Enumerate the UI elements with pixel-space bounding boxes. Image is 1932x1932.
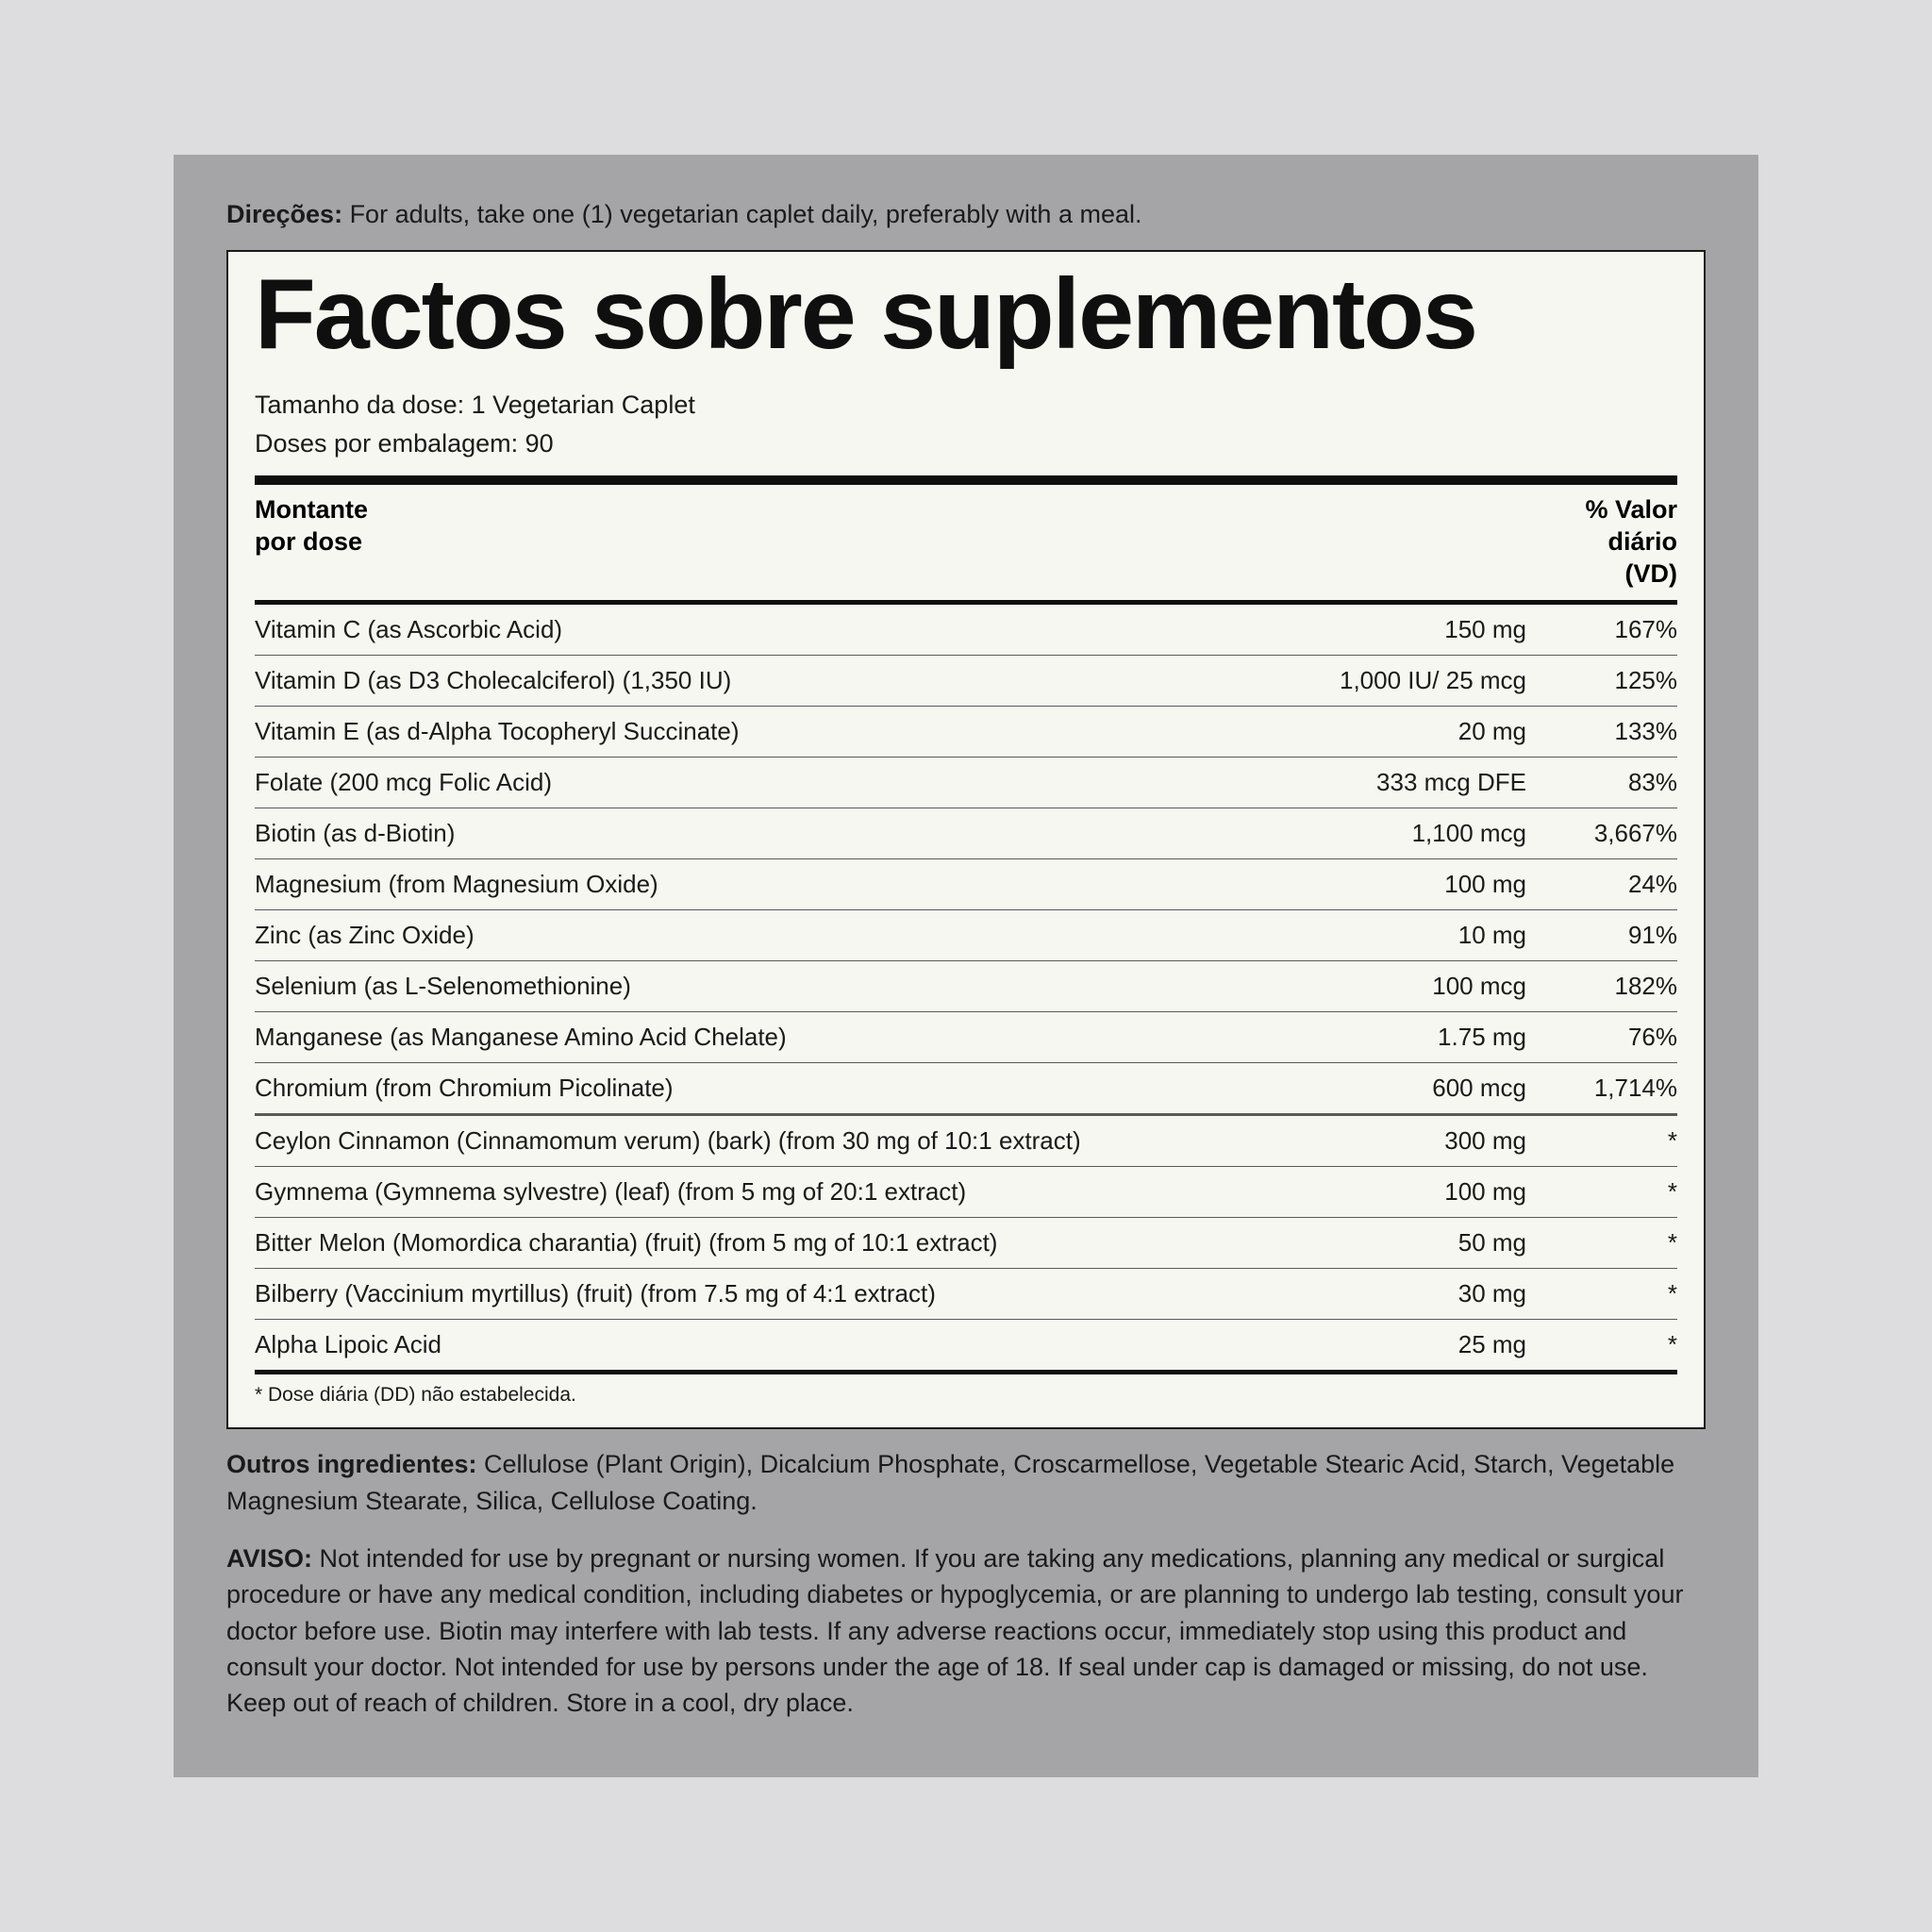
nutrient-name: Selenium (as L-Selenomethionine)	[255, 972, 1262, 1001]
nutrient-row: Ceylon Cinnamon (Cinnamomum verum) (bark…	[255, 1116, 1677, 1166]
nutrient-row: Zinc (as Zinc Oxide)10 mg91%	[255, 910, 1677, 960]
serving-block: Tamanho da dose: 1 Vegetarian Caplet Dos…	[255, 386, 1677, 465]
facts-panel: Factos sobre suplementos Tamanho da dose…	[226, 250, 1706, 1429]
nutrient-row: Folate (200 mcg Folic Acid)333 mcg DFE83…	[255, 758, 1677, 808]
nutrient-amount: 333 mcg DFE	[1262, 768, 1545, 797]
nutrient-row: Vitamin D (as D3 Cholecalciferol) (1,350…	[255, 656, 1677, 706]
nutrient-dv: *	[1545, 1177, 1677, 1207]
nutrient-name: Alpha Lipoic Acid	[255, 1330, 1262, 1359]
directions-label: Direções:	[226, 200, 342, 228]
nutrient-amount: 10 mg	[1262, 921, 1545, 950]
warning-label: AVISO:	[226, 1544, 312, 1573]
nutrient-amount: 100 mg	[1262, 1177, 1545, 1207]
nutrient-row: Alpha Lipoic Acid25 mg*	[255, 1320, 1677, 1370]
nutrient-name: Vitamin C (as Ascorbic Acid)	[255, 615, 1262, 644]
header-amount-per-serving: Montante por dose	[255, 494, 1517, 590]
nutrient-amount: 1.75 mg	[1262, 1023, 1545, 1052]
nutrient-dv: 133%	[1545, 717, 1677, 746]
nutrient-dv: *	[1545, 1126, 1677, 1156]
label-container: Direções: For adults, take one (1) veget…	[174, 155, 1758, 1778]
nutrient-row: Bitter Melon (Momordica charantia) (frui…	[255, 1218, 1677, 1268]
nutrient-row: Magnesium (from Magnesium Oxide)100 mg24…	[255, 859, 1677, 909]
nutrient-name: Gymnema (Gymnema sylvestre) (leaf) (from…	[255, 1177, 1262, 1207]
nutrient-amount: 300 mg	[1262, 1126, 1545, 1156]
nutrient-row: Vitamin C (as Ascorbic Acid)150 mg167%	[255, 605, 1677, 655]
nutrient-row: Manganese (as Manganese Amino Acid Chela…	[255, 1012, 1677, 1062]
nutrient-dv: 83%	[1545, 768, 1677, 797]
table-header: Montante por dose % Valor diário (VD)	[255, 485, 1677, 599]
header-daily-value: % Valor diário (VD)	[1517, 494, 1677, 590]
nutrient-name: Folate (200 mcg Folic Acid)	[255, 768, 1262, 797]
nutrient-row: Biotin (as d-Biotin)1,100 mcg3,667%	[255, 808, 1677, 858]
serving-size: Tamanho da dose: 1 Vegetarian Caplet	[255, 386, 1677, 425]
nutrient-name: Manganese (as Manganese Amino Acid Chela…	[255, 1023, 1262, 1052]
nutrient-amount: 1,100 mcg	[1262, 819, 1545, 848]
nutrient-dv: *	[1545, 1279, 1677, 1308]
directions-line: Direções: For adults, take one (1) veget…	[226, 200, 1706, 229]
nutrient-dv: 91%	[1545, 921, 1677, 950]
nutrient-name: Magnesium (from Magnesium Oxide)	[255, 870, 1262, 899]
nutrient-dv: 167%	[1545, 615, 1677, 644]
nutrient-amount: 20 mg	[1262, 717, 1545, 746]
nutrient-name: Chromium (from Chromium Picolinate)	[255, 1074, 1262, 1103]
nutrient-dv: 125%	[1545, 666, 1677, 695]
nutrient-rows-group-b: Ceylon Cinnamon (Cinnamomum verum) (bark…	[255, 1116, 1677, 1370]
nutrient-name: Biotin (as d-Biotin)	[255, 819, 1262, 848]
warning-block: AVISO: Not intended for use by pregnant …	[226, 1541, 1706, 1722]
warning-text: Not intended for use by pregnant or nurs…	[226, 1544, 1683, 1717]
directions-text: For adults, take one (1) vegetarian capl…	[342, 200, 1141, 228]
nutrient-row: Chromium (from Chromium Picolinate)600 m…	[255, 1063, 1677, 1113]
nutrient-amount: 600 mcg	[1262, 1074, 1545, 1103]
nutrient-row: Vitamin E (as d-Alpha Tocopheryl Succina…	[255, 707, 1677, 757]
nutrient-dv: 76%	[1545, 1023, 1677, 1052]
nutrient-amount: 25 mg	[1262, 1330, 1545, 1359]
nutrient-dv: 24%	[1545, 870, 1677, 899]
nutrient-dv: 3,667%	[1545, 819, 1677, 848]
dv-footnote: * Dose diária (DD) não estabelecida.	[255, 1374, 1677, 1410]
nutrient-amount: 50 mg	[1262, 1228, 1545, 1257]
nutrient-amount: 30 mg	[1262, 1279, 1545, 1308]
nutrient-name: Vitamin D (as D3 Cholecalciferol) (1,350…	[255, 666, 1262, 695]
rule-thick-top	[255, 475, 1677, 485]
nutrient-name: Ceylon Cinnamon (Cinnamomum verum) (bark…	[255, 1126, 1262, 1156]
nutrient-name: Bitter Melon (Momordica charantia) (frui…	[255, 1228, 1262, 1257]
nutrient-dv: 182%	[1545, 972, 1677, 1001]
other-ingredients: Outros ingredientes: Cellulose (Plant Or…	[226, 1446, 1706, 1520]
facts-title: Factos sobre suplementos	[255, 263, 1677, 365]
nutrient-amount: 100 mg	[1262, 870, 1545, 899]
nutrient-name: Bilberry (Vaccinium myrtillus) (fruit) (…	[255, 1279, 1262, 1308]
nutrient-rows-group-a: Vitamin C (as Ascorbic Acid)150 mg167%Vi…	[255, 605, 1677, 1116]
servings-per: Doses por embalagem: 90	[255, 425, 1677, 464]
nutrient-amount: 100 mcg	[1262, 972, 1545, 1001]
nutrient-amount: 1,000 IU/ 25 mcg	[1262, 666, 1545, 695]
other-ingredients-label: Outros ingredientes:	[226, 1450, 477, 1478]
nutrient-name: Vitamin E (as d-Alpha Tocopheryl Succina…	[255, 717, 1262, 746]
nutrient-amount: 150 mg	[1262, 615, 1545, 644]
nutrient-name: Zinc (as Zinc Oxide)	[255, 921, 1262, 950]
nutrient-row: Bilberry (Vaccinium myrtillus) (fruit) (…	[255, 1269, 1677, 1319]
nutrient-dv: *	[1545, 1228, 1677, 1257]
nutrient-row: Gymnema (Gymnema sylvestre) (leaf) (from…	[255, 1167, 1677, 1217]
nutrient-dv: *	[1545, 1330, 1677, 1359]
nutrient-dv: 1,714%	[1545, 1074, 1677, 1103]
nutrient-row: Selenium (as L-Selenomethionine)100 mcg1…	[255, 961, 1677, 1011]
